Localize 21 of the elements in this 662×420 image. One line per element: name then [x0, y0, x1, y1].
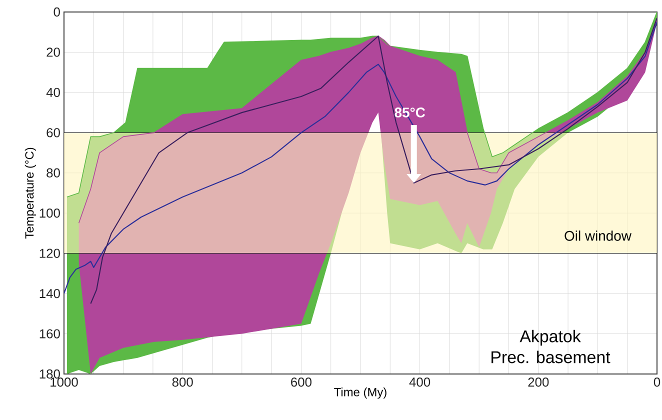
y-tick-label: 160 [40, 329, 60, 338]
y-tick-label: 40 [46, 88, 60, 98]
y-axis-title: Temperature (°C) [24, 148, 36, 239]
y-tick-label: 100 [40, 208, 60, 218]
y-tick-label: 20 [46, 48, 60, 57]
x-tick-label: 600 [291, 378, 312, 387]
y-tick-label: 60 [46, 128, 60, 138]
band-label: Oil window [564, 230, 632, 241]
x-tick-label: 800 [172, 378, 193, 387]
y-tick-label: 120 [40, 248, 60, 258]
y-tick-label: 0 [54, 7, 60, 17]
annotation: Prec. basement [492, 350, 610, 364]
y-tick-label: 140 [40, 288, 60, 298]
x-axis-title: Time (My) [334, 388, 386, 399]
y-tick-label: 180 [40, 369, 60, 379]
annotation: Akpatok [520, 330, 581, 346]
x-tick-label: 200 [528, 378, 549, 387]
x-tick-label: 0 [654, 378, 660, 387]
y-tick-label: 80 [46, 168, 60, 178]
x-tick-label: 400 [409, 378, 430, 387]
x-tick-label: 1000 [50, 378, 78, 387]
